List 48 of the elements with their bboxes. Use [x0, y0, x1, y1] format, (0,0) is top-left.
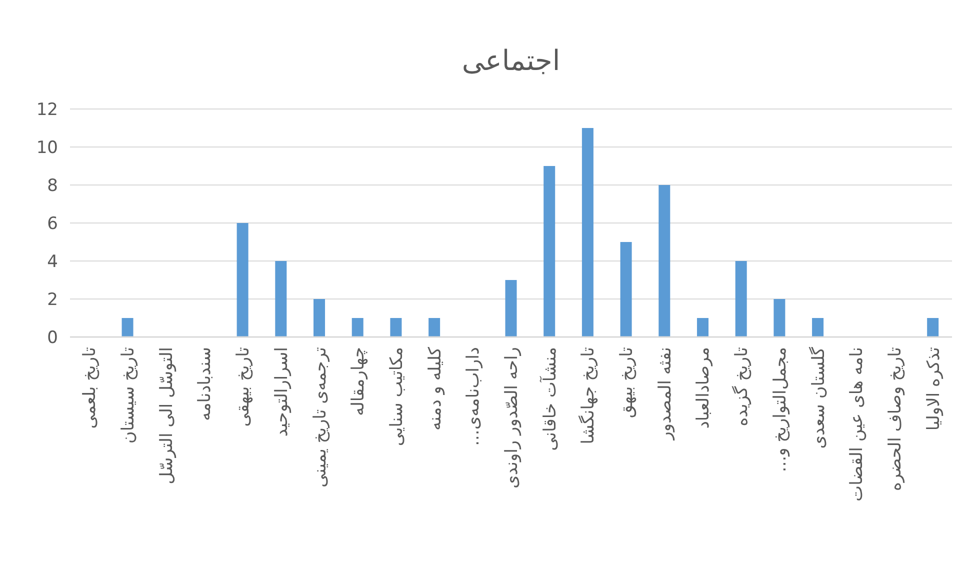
- bar: [735, 261, 747, 337]
- x-tick-label: تاریخ بلعمی: [80, 346, 100, 429]
- y-tick-label: 6: [47, 214, 58, 234]
- x-tick-label: اسرارالتوحید: [272, 347, 292, 437]
- x-tick-label: منشآت خاقانی: [539, 347, 560, 451]
- x-tick-label: مجمل‌التواریخ و...: [770, 347, 790, 472]
- y-tick-label: 10: [36, 138, 58, 158]
- bar: [122, 318, 134, 337]
- x-tick-label: مکاتیب سنایی: [386, 347, 407, 446]
- bar: [428, 318, 440, 337]
- bar: [582, 128, 594, 337]
- x-tick-label: تاریخ بیهقی: [234, 346, 254, 427]
- y-tick-label: 2: [47, 290, 58, 310]
- bar: [390, 318, 402, 337]
- bar: [620, 242, 632, 337]
- bar: [314, 299, 326, 337]
- bar: [927, 318, 939, 337]
- x-tick-label: چهارمقاله: [348, 347, 369, 416]
- x-tick-label: تاریخ وصاف الحضره: [885, 346, 906, 491]
- x-tick-label: ترجمه‌ی تاریخ یمینی: [310, 346, 330, 488]
- x-tick-label: کلیله و دمنه: [425, 346, 446, 431]
- bar: [774, 299, 786, 337]
- x-tick-label: مرصادالعباد: [694, 347, 714, 429]
- y-tick-label: 4: [47, 252, 58, 272]
- y-tick-label: 12: [36, 100, 58, 120]
- bar: [696, 318, 708, 337]
- x-tick-label: تاریخ جهانگشا: [578, 346, 599, 444]
- x-tick-label: تاریخ گزیده: [731, 346, 752, 426]
- x-tick-label: تذکره الاولیا: [924, 346, 944, 431]
- bar: [544, 166, 556, 337]
- x-tick-label: نفثه المصدور: [655, 347, 676, 441]
- chart-title: اجتماعی: [462, 44, 560, 77]
- bar: [658, 185, 670, 337]
- bar: [812, 318, 824, 337]
- x-tick-label: راحه الصّدور راوندی: [502, 347, 522, 488]
- x-tick-label: تاریخ سیستان: [118, 346, 139, 444]
- bar: [352, 318, 364, 337]
- bar: [236, 223, 248, 337]
- x-tick-label: تاریخ بیهق: [617, 346, 638, 418]
- y-tick-label: 0: [47, 328, 58, 348]
- x-tick-label: التوسّل الی الترسّل: [156, 347, 177, 484]
- bar: [505, 280, 517, 337]
- bar: [275, 261, 287, 337]
- x-tick-label: داراب‌نامه‌ی...: [464, 347, 484, 446]
- x-tick-label: سندبادنامه: [195, 347, 216, 421]
- y-tick-label: 8: [47, 176, 58, 196]
- x-tick-label: نامه های عین القضات: [847, 347, 868, 502]
- x-tick-label: گلستان سعدی: [808, 346, 829, 449]
